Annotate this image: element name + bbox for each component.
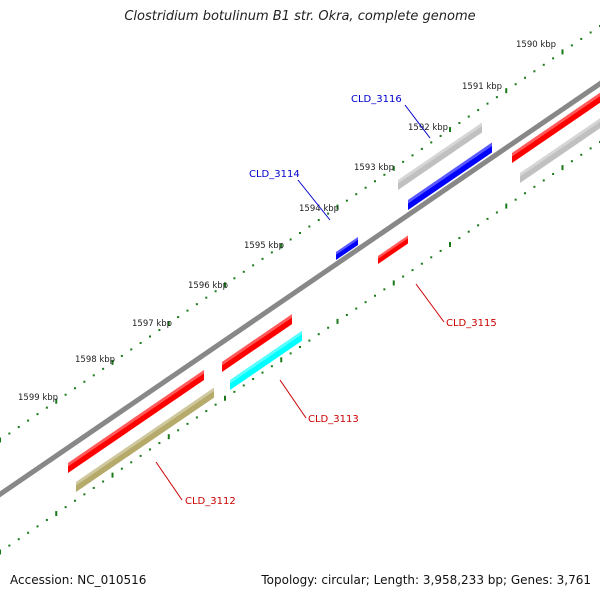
tick-label-1594: 1594 kbp [299, 204, 339, 214]
gene-label-cld_3115[interactable]: CLD_3115 [446, 318, 497, 329]
leader-line-cld_3113 [279, 379, 307, 419]
tick-label-1598: 1598 kbp [75, 355, 115, 365]
tick-label-1595: 1595 kbp [244, 241, 284, 251]
gene-labels: CLD_3116 CLD_3114 CLD_3115 CLD_3113 CLD_3112 [155, 94, 497, 507]
cds-bar-top-right-highlight [512, 92, 600, 157]
gene-bar-clb3115-highlight [378, 235, 408, 259]
tick-label-1593: 1593 kbp [354, 163, 394, 173]
tick-label-1596: 1596 kbp [188, 281, 228, 291]
cds-bar-top-right [512, 92, 600, 163]
gene-label-cld_3113[interactable]: CLD_3113 [308, 414, 359, 425]
outer-tick-ring [0, 25, 600, 443]
tick-labels: 1590 kbp 1591 kbp 1592 kbp 1593 kbp 1594 kbp… [18, 40, 556, 403]
leader-line-cld_3116 [404, 104, 431, 139]
gene-label-cld_3116[interactable]: CLD_3116 [351, 94, 402, 105]
gene-label-cld_3112[interactable]: CLD_3112 [185, 496, 236, 507]
gene-bar-top-right-highlight [520, 118, 600, 177]
leader-line-cld_3114 [297, 179, 331, 221]
gene-bar-clb3113-red-highlight [222, 314, 292, 366]
gene-bar-clb3114 [336, 236, 358, 260]
gene-bar-clb3113-cyan-highlight [230, 330, 302, 384]
tick-label-1590: 1590 kbp [516, 40, 556, 50]
gene-bar-clb3116-gray [398, 122, 482, 190]
inner-tick-ring [0, 141, 600, 555]
tick-label-1599: 1599 kbp [18, 393, 58, 403]
gene-bar-clb3112-olive-highlight [76, 387, 214, 486]
gene-bar-clb3116-blue [408, 142, 492, 210]
gene-bar-clb3115 [378, 235, 408, 264]
tick-label-1592: 1592 kbp [408, 123, 448, 133]
leader-line-cld_3115 [415, 283, 445, 323]
gene-bar-top-right [520, 118, 600, 183]
map-title: Clostridium botulinum B1 str. Okra, comp… [124, 9, 476, 24]
accession-text: Accession: NC_010516 [10, 573, 147, 587]
gene-bar-clb3116-gray-highlight [398, 122, 482, 184]
topology-summary: Topology: circular; Length: 3,958,233 bp… [261, 573, 591, 587]
leader-line-cld_3112 [155, 461, 183, 501]
gene-label-cld_3114[interactable]: CLD_3114 [249, 169, 300, 180]
gene-bar-clb3113-cyan [230, 330, 302, 390]
gene-bar-clb3114-highlight [336, 236, 358, 255]
tick-label-1597: 1597 kbp [132, 319, 172, 329]
gene-bar-clb3112-red-highlight [68, 369, 204, 467]
gene-bar-clb3112-red [68, 369, 204, 473]
gene-bar-clb3113-red [222, 314, 292, 372]
gene-bar-clb3112-olive [76, 387, 214, 492]
tick-label-1591: 1591 kbp [462, 82, 502, 92]
genome-backbone [0, 80, 600, 498]
feature-layer [68, 92, 600, 492]
gene-bar-clb3116-blue-highlight [408, 142, 492, 204]
